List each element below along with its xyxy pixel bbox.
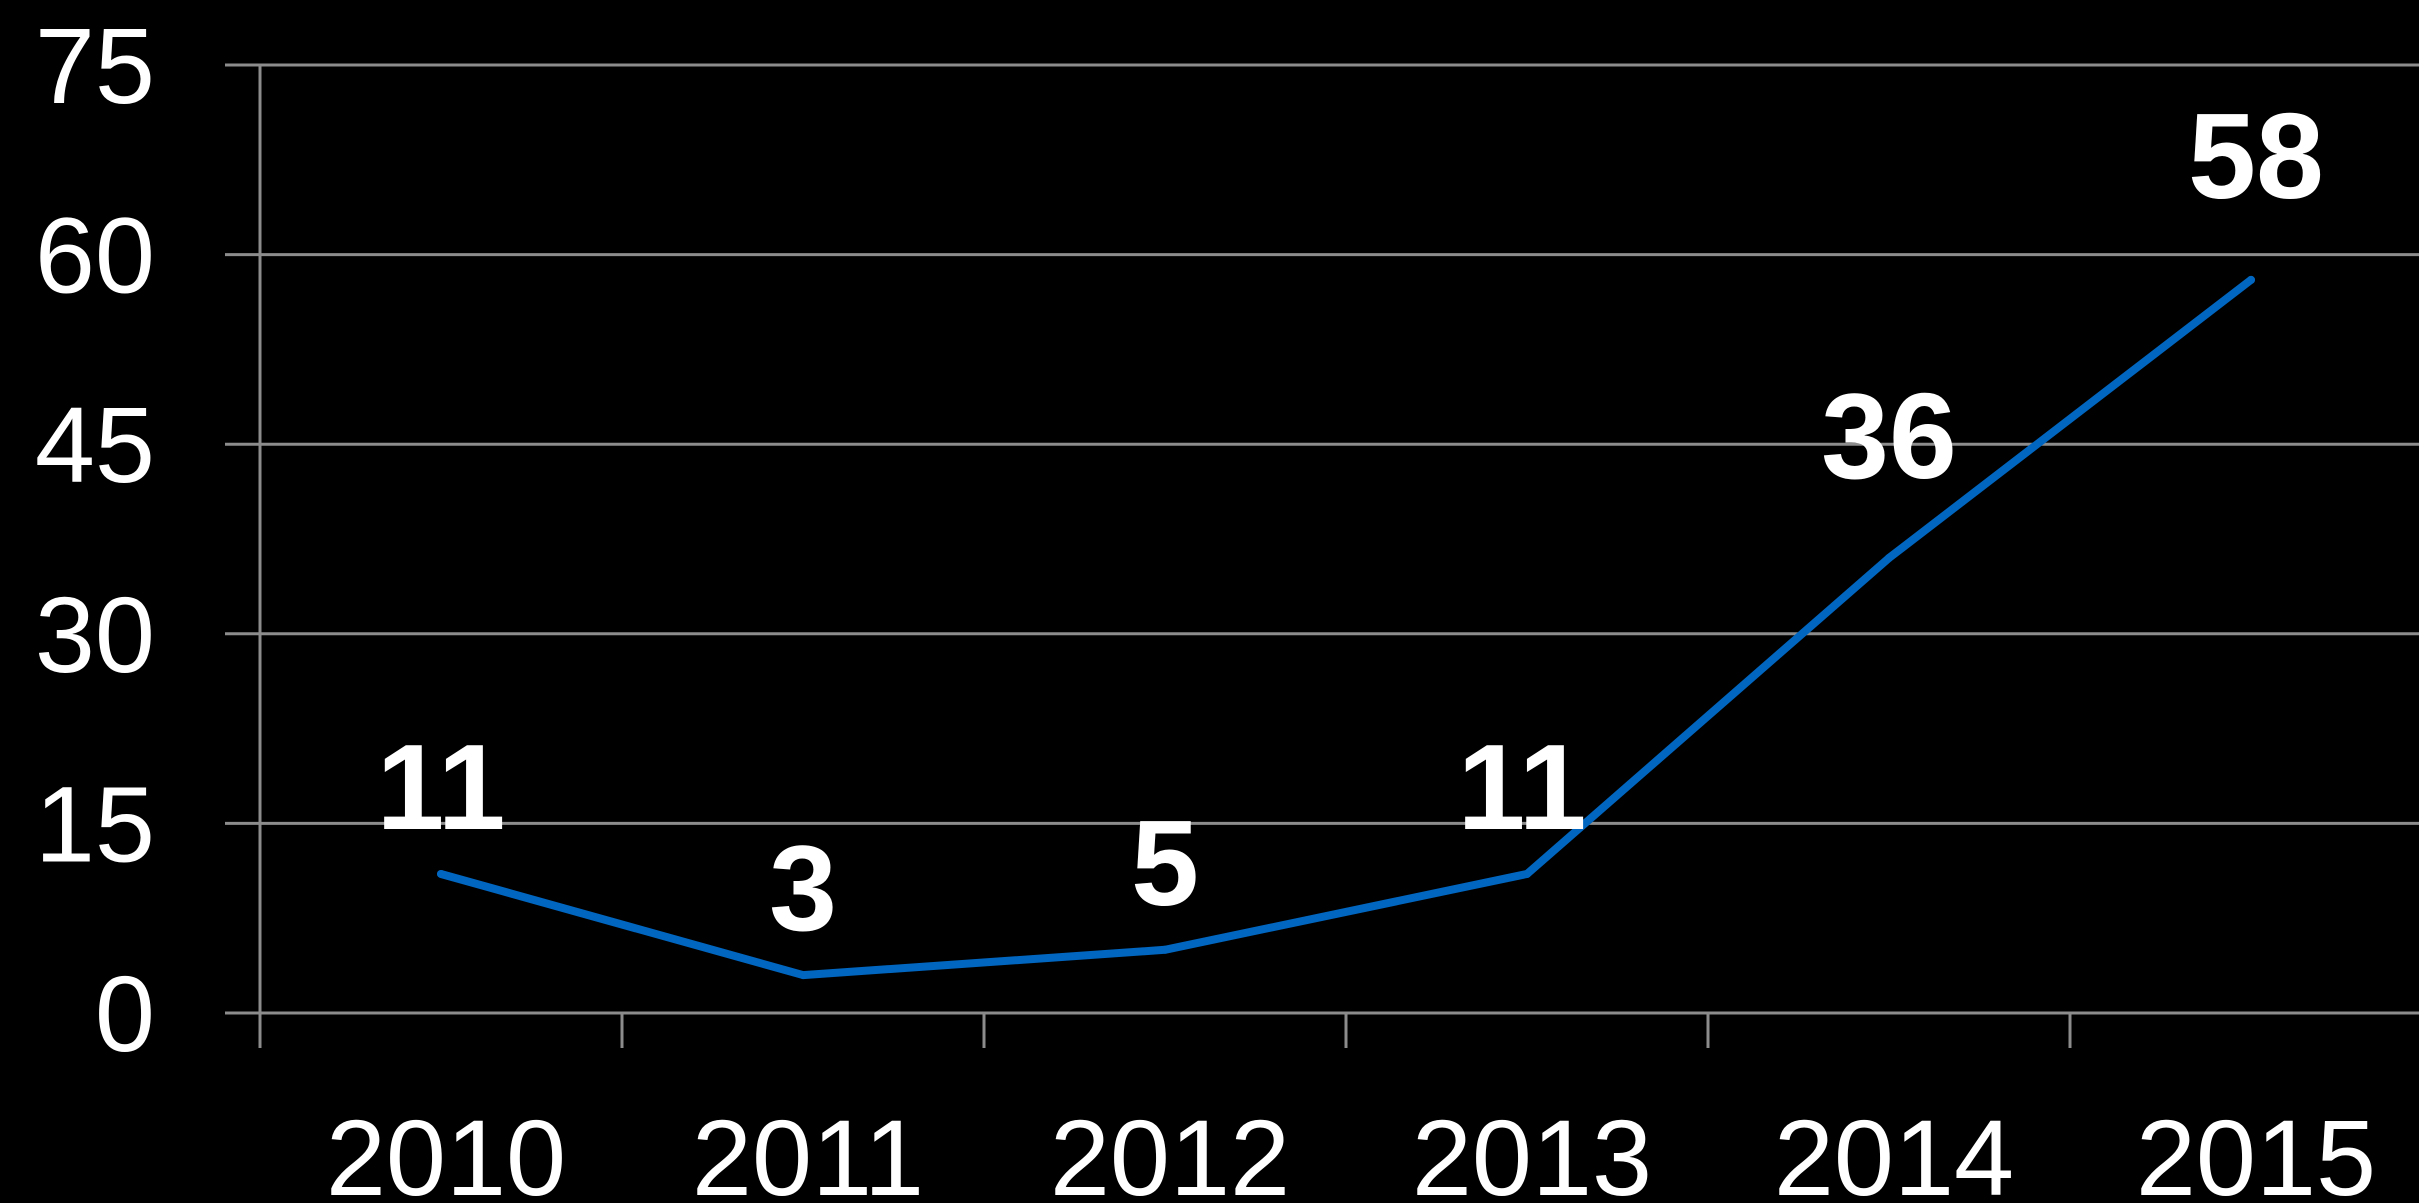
data-point xyxy=(799,971,807,980)
x-tick-label: 2012 xyxy=(1050,1097,1290,1203)
x-tick-label: 2015 xyxy=(2136,1097,2376,1203)
y-tick-label: 75 xyxy=(35,5,155,126)
x-tick-label: 2013 xyxy=(1412,1097,1652,1203)
y-tick-label: 0 xyxy=(95,953,155,1074)
data-label: 11 xyxy=(377,719,506,855)
y-tick-label: 45 xyxy=(35,384,155,505)
data-labels: 11 3 5 11 36 58 xyxy=(377,88,2324,956)
data-label: 36 xyxy=(1821,368,1957,504)
data-label: 3 xyxy=(769,820,837,956)
data-point xyxy=(2247,275,2255,284)
y-tick-label: 15 xyxy=(35,763,155,884)
y-tick-label: 30 xyxy=(35,574,155,695)
data-point xyxy=(1523,869,1531,878)
gridlines xyxy=(225,63,2419,1015)
data-label: 5 xyxy=(1131,795,1199,931)
data-point xyxy=(1885,553,1893,562)
data-point xyxy=(1161,945,1169,954)
y-tick-label: 60 xyxy=(35,195,155,316)
x-tick-label: 2011 xyxy=(692,1097,924,1203)
data-label: 58 xyxy=(2188,88,2324,224)
x-tick-label: 2010 xyxy=(326,1097,566,1203)
data-point xyxy=(437,869,445,878)
data-label: 11 xyxy=(1458,719,1587,855)
axes: 0 15 30 45 60 75 2010 2011 2012 2013 2014 2015 xyxy=(35,5,2376,1203)
series xyxy=(437,275,2255,980)
x-tick-label: 2014 xyxy=(1774,1097,2014,1203)
series-line xyxy=(437,275,2255,980)
